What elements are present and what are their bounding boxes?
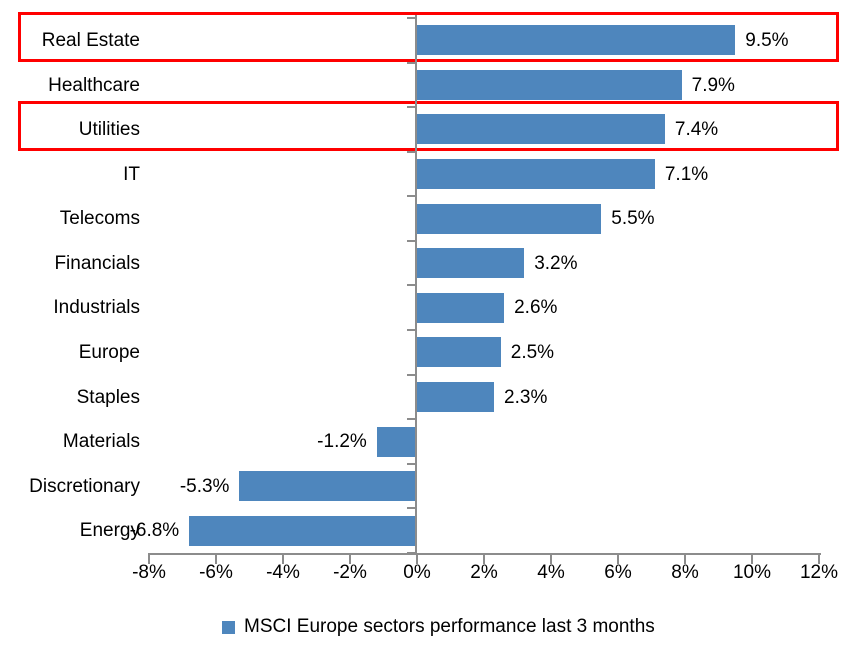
category-label-telecoms: Telecoms: [59, 208, 140, 230]
bar-staples: [417, 381, 495, 412]
bar-energy: [189, 515, 417, 546]
category-tick: [407, 61, 416, 64]
bar-financials: [417, 248, 525, 279]
value-axis-tick: [617, 553, 619, 564]
category-label-discretionary: Discretionary: [29, 475, 140, 497]
value-axis-tick-label: -4%: [266, 562, 300, 583]
value-axis-tick: [148, 553, 150, 564]
value-axis-tick-label: -8%: [132, 562, 166, 583]
value-axis-tick-label: 0%: [403, 562, 431, 583]
legend-swatch-icon: [222, 620, 235, 634]
bar-it: [417, 159, 655, 190]
bar-real-estate: [417, 25, 736, 56]
category-label-it: IT: [123, 163, 140, 185]
bar-industrials: [417, 292, 505, 323]
value-label-industrials: 2.6%: [514, 297, 558, 319]
bar-healthcare: [417, 69, 682, 100]
category-tick: [407, 507, 416, 510]
category-label-healthcare: Healthcare: [48, 74, 140, 96]
value-axis-tick: [550, 553, 552, 564]
value-axis-tick: [818, 553, 820, 564]
bar-utilities: [417, 114, 665, 145]
value-axis-tick: [483, 553, 485, 564]
value-axis-tick: [684, 553, 686, 564]
category-tick: [407, 373, 416, 376]
category-label-industrials: Industrials: [53, 297, 140, 319]
value-label-utilities: 7.4%: [674, 119, 719, 141]
value-axis-tick-label: -6%: [199, 562, 233, 583]
category-label-staples: Staples: [76, 386, 140, 408]
value-label-staples: 2.3%: [504, 386, 548, 408]
value-axis-tick-label: 12%: [799, 562, 839, 583]
bar-materials: [376, 426, 417, 457]
value-label-telecoms: 5.5%: [611, 208, 655, 230]
value-axis-tick-label: 6%: [604, 562, 632, 583]
category-tick: [407, 284, 416, 287]
value-label-energy: -6.8%: [129, 520, 180, 542]
category-label-financials: Financials: [54, 252, 140, 274]
bar-discretionary: [239, 471, 417, 502]
category-label-energy: Energy: [79, 520, 140, 542]
value-axis-tick-label: -2%: [333, 562, 367, 583]
category-label-real-estate: Real Estate: [41, 30, 140, 51]
value-axis-tick-label: 10%: [732, 562, 772, 583]
value-axis-line: [149, 553, 821, 555]
value-axis-tick: [349, 553, 351, 564]
category-tick: [407, 551, 416, 554]
category-tick: [407, 418, 416, 421]
category-tick: [407, 106, 416, 109]
value-label-materials: -1.2%: [317, 431, 367, 453]
category-tick: [407, 239, 416, 242]
category-tick: [407, 329, 416, 332]
category-axis-line: [415, 15, 417, 555]
value-axis-tick-label: 2%: [470, 562, 498, 583]
value-label-europe: 2.5%: [510, 342, 555, 364]
legend: MSCI Europe sectors performance last 3 m…: [222, 612, 655, 642]
value-label-discretionary: -5.3%: [179, 475, 230, 497]
value-label-financials: 3.2%: [534, 252, 578, 274]
highlight-box-real-estate: [18, 12, 839, 62]
value-axis-tick: [751, 553, 753, 564]
value-axis-tick: [416, 553, 418, 564]
value-axis-tick: [282, 553, 284, 564]
value-axis-tick: [215, 553, 217, 564]
value-axis-tick-label: 8%: [671, 562, 699, 583]
value-label-it: 7.1%: [664, 163, 709, 185]
category-tick: [407, 150, 416, 153]
category-label-utilities: Utilities: [78, 119, 140, 141]
category-tick: [407, 462, 416, 465]
legend-label: MSCI Europe sectors performance last 3 m…: [244, 616, 655, 637]
category-tick: [407, 195, 416, 198]
highlight-box-utilities: [18, 101, 839, 152]
value-label-real-estate: 9.5%: [745, 30, 789, 51]
bar-europe: [417, 337, 501, 368]
category-tick: [407, 17, 416, 19]
value-label-healthcare: 7.9%: [691, 74, 735, 96]
bar-telecoms: [417, 203, 602, 234]
value-axis-tick-label: 4%: [537, 562, 565, 583]
category-label-europe: Europe: [78, 342, 140, 364]
category-label-materials: Materials: [62, 431, 140, 453]
